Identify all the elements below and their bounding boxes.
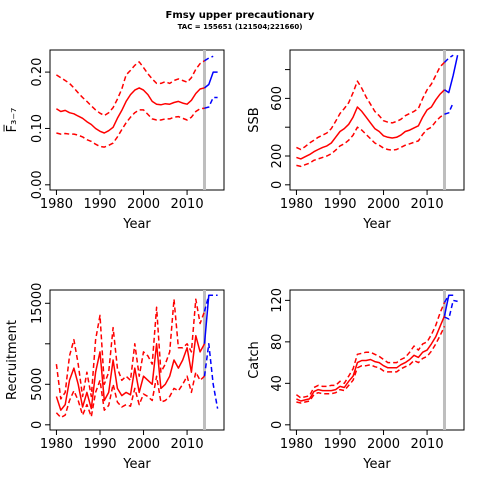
x-tick-label: 2010 [411, 197, 444, 212]
y-axis-title: Catch [247, 341, 262, 379]
panel-1: 1980 1990 2000 2010 0.00 0.10 0.20 Year F̅₃₋₇ [4, 49, 225, 232]
x-tick-label: 1980 [280, 197, 313, 212]
plot-area [55, 50, 218, 190]
plot-area [296, 50, 459, 190]
plot-frame [289, 289, 465, 431]
series-forecast-lower-line [203, 343, 219, 409]
series-estimate-line [296, 89, 446, 160]
x-tick-label: 1990 [83, 437, 116, 452]
plot-frame [49, 289, 225, 431]
y-tick-label: 0.10 [30, 114, 45, 143]
panel-3: 1980 1990 2000 2010 0 5000 15000 Year Recruitmen… [5, 283, 225, 472]
series-forecast-upper-line [204, 55, 214, 62]
x-tick-label: 2010 [411, 437, 444, 452]
figure-subtitle: TAC = 155651 (121504;221660) [177, 23, 303, 31]
series-lower-line [296, 325, 446, 404]
x-tick-label: 2000 [127, 437, 160, 452]
x-tick-label: 2010 [171, 437, 204, 452]
x-tick-label: 2000 [127, 197, 160, 212]
y-tick-label: 0 [270, 421, 285, 429]
series-forecast-upper-line [443, 294, 450, 303]
y-tick-label: 80 [270, 334, 285, 351]
series-forecast-lower-line [204, 96, 218, 109]
series-estimate-line [55, 87, 205, 134]
x-tick-label: 1980 [280, 437, 313, 452]
series-upper-line [295, 302, 446, 399]
y-tick-label: 15000 [30, 283, 45, 324]
series-forecast-lower-line [444, 102, 454, 115]
x-tick-label: 2010 [171, 197, 204, 212]
y-tick-label: 600 [270, 86, 285, 111]
series-estimate-line [55, 334, 206, 411]
x-tick-label: 1980 [40, 197, 73, 212]
y-tick-label: 0 [270, 181, 285, 189]
x-tick-label: 1980 [40, 437, 73, 452]
y-axis-title: Recruitment [5, 320, 20, 400]
series-forecast-upper-line [443, 54, 454, 63]
y-tick-label: 5000 [30, 368, 45, 401]
y-axis-title: SSB [247, 107, 262, 132]
plot-area [55, 290, 219, 430]
y-tick-label: 200 [270, 144, 285, 169]
series-forecast-upper-line [203, 294, 218, 312]
plot-frame [289, 49, 465, 191]
y-tick-label: 120 [270, 288, 285, 313]
series-lower-line [55, 371, 206, 419]
series-upper-line [55, 60, 205, 117]
y-tick-label: 0.00 [30, 170, 45, 199]
series-forecast-line [444, 55, 459, 94]
y-tick-label: 0.20 [30, 58, 45, 87]
y-tick-label: 40 [270, 375, 285, 392]
y-axis-title: F̅₃₋₇ [4, 108, 20, 133]
x-tick-label: 1990 [323, 197, 356, 212]
series-forecast-line [203, 295, 210, 344]
series-upper-line [296, 61, 446, 151]
panel-2: 1980 1990 2000 2010 0 200 600 Year SSB [247, 49, 465, 232]
x-axis-title: Year [362, 217, 391, 232]
series-upper-line [55, 298, 206, 400]
series-forecast-lower-line [444, 299, 458, 320]
x-tick-label: 2000 [367, 197, 400, 212]
y-tick-label: 0 [30, 421, 45, 429]
series-lower-line [56, 107, 205, 148]
x-axis-title: Year [122, 457, 151, 472]
x-axis-title: Year [362, 457, 391, 472]
plot-frame [49, 49, 225, 191]
figure-title: Fmsy upper precautionary [165, 10, 315, 21]
x-axis-title: Year [122, 217, 151, 232]
x-tick-label: 2000 [367, 437, 400, 452]
series-forecast-line [204, 71, 218, 89]
x-tick-label: 1990 [323, 437, 356, 452]
plot-area [295, 290, 458, 430]
series-lower-line [296, 113, 445, 168]
x-tick-label: 1990 [83, 197, 116, 212]
series-estimate-line [296, 315, 446, 402]
panel-4: 1980 1990 2000 2010 0 40 80 120 Year Catch [247, 288, 465, 472]
